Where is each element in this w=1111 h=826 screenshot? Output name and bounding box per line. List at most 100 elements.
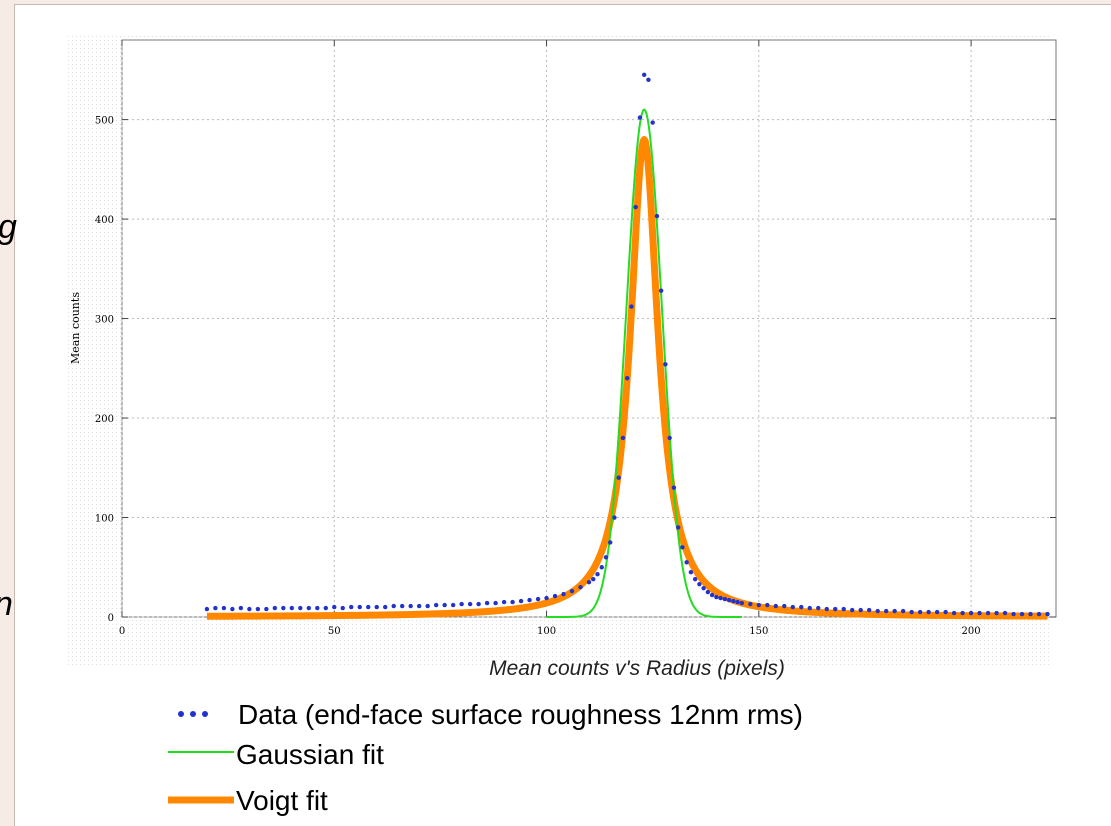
data-point (552, 593, 558, 599)
data-point (892, 608, 897, 614)
data-point (238, 605, 244, 611)
data-point (658, 288, 664, 293)
data-point (773, 603, 778, 609)
data-point (450, 602, 456, 608)
data-point (467, 601, 473, 607)
gaussian-fit-line (546, 108, 742, 618)
data-point (476, 601, 481, 607)
data-point (917, 609, 923, 615)
data-point (391, 603, 396, 609)
data-point (315, 605, 320, 611)
data-point (527, 597, 532, 603)
data-point (934, 609, 940, 615)
data-point (578, 584, 583, 590)
x-tick-label: 150 (749, 626, 768, 637)
data-point (213, 605, 218, 611)
data-point (909, 609, 914, 615)
data-point (433, 602, 439, 608)
slide-text-fragment: n (0, 585, 13, 624)
data-point (442, 602, 447, 608)
data-point (612, 515, 617, 520)
data-point (705, 589, 711, 595)
data-point (616, 475, 621, 480)
legend-entry-data: Data (end-face surface roughness 12nm rm… (178, 699, 803, 730)
plot-area (121, 39, 1057, 618)
x-tick-label: 50 (328, 626, 341, 637)
data-point (650, 120, 655, 125)
legend-marker-data (190, 711, 196, 717)
data-point (204, 606, 210, 612)
data-point (633, 204, 638, 210)
data-point (281, 605, 286, 611)
data-point (684, 560, 689, 565)
y-tick-label: 200 (95, 414, 114, 425)
data-point (289, 605, 295, 611)
data-point (722, 596, 728, 602)
data-point (595, 572, 600, 577)
data-series (204, 72, 1050, 617)
y-tick-label: 500 (95, 116, 114, 127)
y-tick-label: 100 (95, 514, 114, 525)
data-point (654, 213, 660, 219)
y-tick-label: 300 (95, 315, 114, 326)
data-point (272, 605, 278, 611)
data-point (667, 435, 672, 441)
legend-label-gaussian: Gaussian fit (236, 739, 384, 770)
data-point (544, 595, 549, 601)
y-tick-label: 0 (108, 613, 114, 624)
data-point (501, 599, 507, 605)
data-point (230, 606, 235, 612)
data-point (298, 605, 303, 611)
data-point (620, 435, 626, 441)
data-point (985, 610, 991, 616)
x-axis-label: Mean counts v's Radius (pixels) (489, 657, 785, 680)
data-point (591, 577, 596, 582)
data-point (960, 610, 965, 616)
data-point (688, 570, 694, 575)
data-point (926, 609, 931, 615)
legend-label-voigt: Voigt fit (236, 785, 328, 816)
data-point (765, 602, 770, 608)
data-point (603, 555, 609, 560)
legend-entry-voigt: Voigt fit (168, 785, 328, 816)
data-point (756, 602, 762, 608)
data-point (824, 606, 829, 612)
data-point (951, 610, 957, 616)
data-point (306, 605, 311, 611)
data-point (625, 376, 630, 381)
data-point (782, 603, 787, 609)
axis-ticks: 0 50 100 150 200 0 100 200 300 400 500 (95, 40, 1056, 637)
data-point (425, 603, 430, 609)
data-point (247, 606, 252, 612)
data-point (731, 598, 736, 604)
data-point (599, 565, 604, 570)
data-point (977, 610, 982, 616)
y-tick-label: 400 (95, 215, 114, 226)
legend-label-data: Data (end-face surface roughness 12nm rm… (238, 699, 803, 730)
data-point (943, 609, 948, 615)
data-point (629, 304, 634, 309)
data-point (383, 604, 388, 610)
data-point (663, 362, 668, 367)
data-point (841, 606, 846, 612)
data-point (264, 606, 269, 612)
x-tick-label: 0 (119, 626, 125, 637)
data-point (718, 595, 723, 601)
data-point (493, 600, 498, 606)
data-point (1045, 611, 1050, 617)
data-point (709, 592, 715, 598)
data-point (968, 610, 974, 616)
data-point (900, 608, 906, 614)
data-point (692, 577, 698, 582)
data-point (994, 610, 999, 616)
data-point (561, 591, 566, 597)
x-tick-label: 200 (962, 626, 981, 637)
data-point (484, 600, 490, 606)
data-point (1002, 610, 1008, 616)
data-point (408, 603, 413, 609)
data-point (726, 597, 732, 603)
data-point (816, 605, 821, 611)
data-point (510, 599, 515, 605)
data-point (833, 606, 838, 612)
